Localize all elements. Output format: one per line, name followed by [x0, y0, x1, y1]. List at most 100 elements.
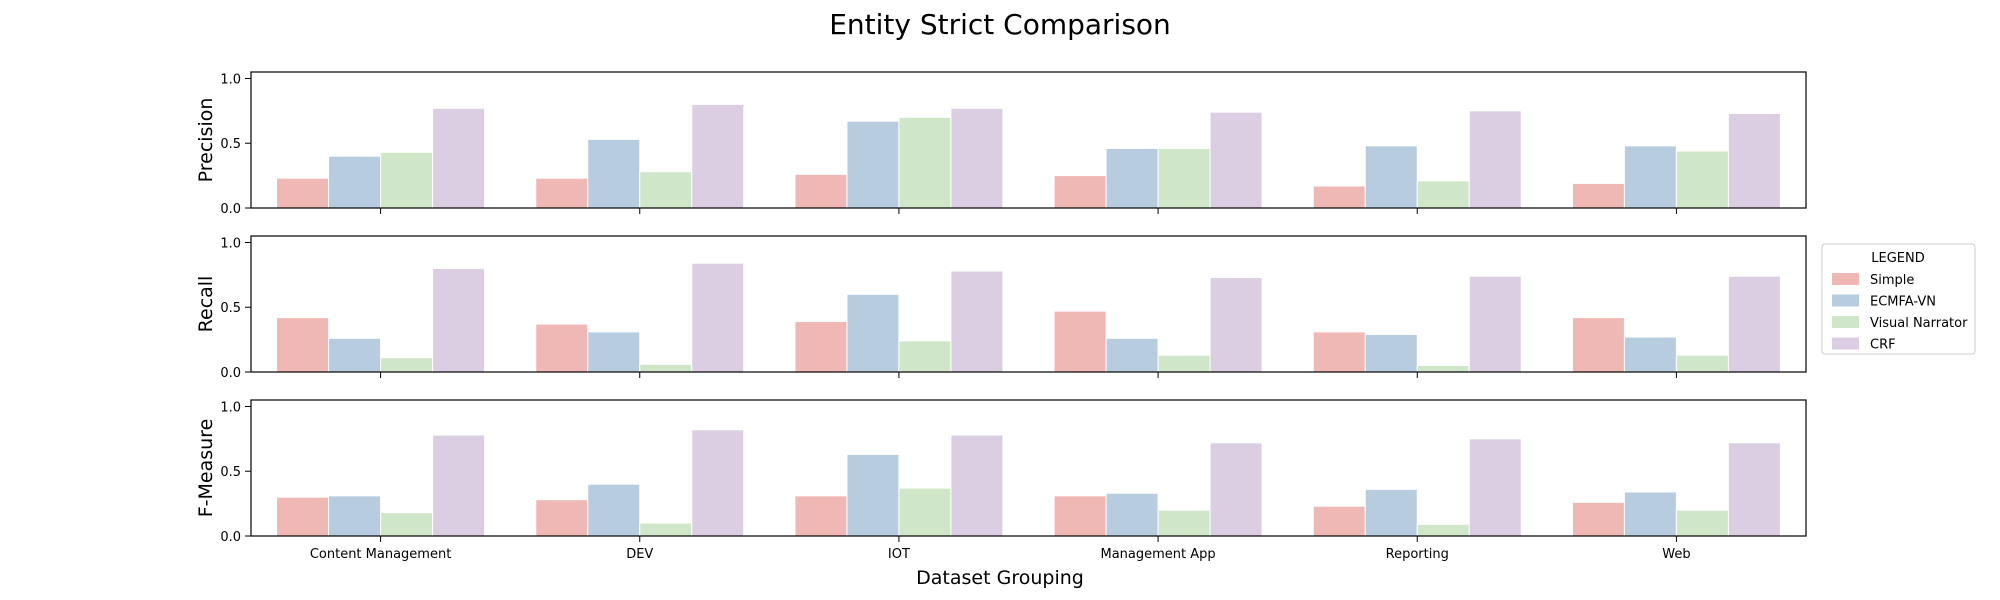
bar-ecmfa-vn-2	[846, 453, 900, 537]
y-axis-label: Recall	[195, 276, 217, 333]
bar-ecmfa-vn-5	[1623, 491, 1677, 537]
legend-swatch	[1832, 337, 1859, 350]
bar-simple-0	[276, 317, 330, 373]
bar-visual-narrator-0	[380, 151, 434, 209]
y-axis-label: Precision	[195, 98, 217, 183]
bar-ecmfa-vn-1	[587, 331, 641, 373]
legend-items: Simple ECMFA-VN Visual Narrator CRF	[1832, 273, 1968, 353]
bar-ecmfa-vn-0	[328, 495, 382, 537]
panel-frame	[250, 235, 1807, 373]
y-tick-label: 1.0	[220, 400, 241, 415]
bar-ecmfa-vn-0	[328, 155, 382, 209]
bar-visual-narrator-4	[1416, 180, 1470, 209]
bar-simple-4	[1312, 505, 1366, 537]
legend-frame	[1821, 243, 1976, 355]
x-tick-label: IOT	[888, 547, 910, 562]
bar-visual-narrator-4	[1416, 523, 1470, 537]
panel-frame	[250, 71, 1807, 209]
bar-ecmfa-vn-1	[587, 138, 641, 209]
bar-visual-narrator-5	[1675, 509, 1729, 537]
bar-simple-3	[1053, 175, 1107, 209]
bar-visual-narrator-2	[898, 340, 952, 373]
bar-visual-narrator-3	[1157, 147, 1211, 209]
y-tick-label: 0.5	[220, 465, 241, 480]
bar-ecmfa-vn-0	[328, 337, 382, 373]
bar-simple-2	[794, 173, 848, 209]
bar-visual-narrator-4	[1416, 365, 1470, 373]
x-axis-label: Dataset Grouping	[916, 567, 1084, 589]
bar-crf-2	[950, 270, 1004, 373]
bar-crf-3	[1209, 276, 1263, 373]
bar-crf-0	[432, 434, 486, 537]
panel-recall: 0.0 0.5 1.0 Recall	[195, 235, 1807, 381]
bar-crf-2	[950, 434, 1004, 537]
bar-crf-2	[950, 107, 1004, 209]
legend-label: ECMFA-VN	[1870, 295, 1936, 310]
bar-visual-narrator-5	[1675, 150, 1729, 209]
y-tick-label: 1.0	[220, 236, 241, 251]
panel-frame	[250, 399, 1807, 537]
bar-crf-1	[691, 103, 745, 209]
bar-simple-2	[794, 320, 848, 373]
legend-label: CRF	[1870, 338, 1896, 353]
bar-crf-3	[1209, 442, 1263, 537]
bar-ecmfa-vn-5	[1623, 336, 1677, 373]
bar-crf-5	[1727, 275, 1781, 373]
bar-visual-narrator-5	[1675, 354, 1729, 373]
bar-simple-5	[1571, 182, 1625, 209]
legend-title: LEGEND	[1871, 251, 1924, 266]
legend-swatch	[1832, 273, 1859, 285]
bar-ecmfa-vn-3	[1105, 337, 1159, 373]
chart-panels: 0.00.51.0Precision0.00.51.0Recall0.00.51…	[195, 71, 1807, 562]
bar-visual-narrator-2	[898, 487, 952, 537]
bar-ecmfa-vn-3	[1105, 147, 1159, 209]
bar-simple-0	[276, 177, 330, 209]
bar-crf-3	[1209, 111, 1263, 209]
bar-ecmfa-vn-4	[1364, 145, 1418, 209]
bar-simple-2	[794, 495, 848, 537]
bar-simple-5	[1571, 317, 1625, 373]
legend-swatch	[1832, 294, 1859, 307]
legend-label: Simple	[1870, 273, 1914, 288]
bar-simple-3	[1053, 310, 1107, 373]
bar-simple-1	[535, 177, 589, 209]
bar-ecmfa-vn-2	[846, 293, 900, 373]
bar-crf-5	[1727, 112, 1781, 209]
y-tick-label: 0.0	[220, 366, 241, 381]
legend-label: Visual Narrator	[1870, 316, 1968, 331]
bar-visual-narrator-3	[1157, 354, 1211, 373]
x-tick-label: Management App	[1100, 547, 1215, 562]
panel-f-measure: 0.0 0.5 1.0F-Measure Content Management DEV I…	[195, 399, 1807, 562]
bar-crf-4	[1468, 438, 1522, 537]
bar-crf-4	[1468, 110, 1522, 209]
bar-ecmfa-vn-3	[1105, 492, 1159, 537]
bar-simple-4	[1312, 331, 1366, 373]
legend: LEGEND Simple ECMFA-VN Visual Narrator CRF	[1821, 243, 1976, 355]
bar-simple-4	[1312, 185, 1366, 209]
bar-ecmfa-vn-4	[1364, 333, 1418, 373]
bar-simple-3	[1053, 495, 1107, 537]
x-tick-label: Content Management	[310, 547, 451, 562]
chart-title: Entity Strict Comparison	[829, 8, 1171, 41]
bar-simple-1	[535, 499, 589, 537]
bar-crf-1	[691, 262, 745, 373]
y-axis-label: F-Measure	[195, 419, 217, 518]
bar-ecmfa-vn-1	[587, 483, 641, 537]
x-tick-label: DEV	[626, 547, 653, 562]
bar-ecmfa-vn-4	[1364, 488, 1418, 537]
bar-ecmfa-vn-5	[1623, 145, 1677, 209]
bar-crf-0	[432, 267, 486, 373]
bar-visual-narrator-1	[639, 522, 693, 537]
y-tick-label: 0.0	[220, 530, 241, 545]
bar-crf-4	[1468, 275, 1522, 373]
bar-visual-narrator-0	[380, 512, 434, 537]
y-tick-label: 0.5	[220, 301, 241, 316]
bar-simple-0	[276, 496, 330, 537]
bar-crf-1	[691, 429, 745, 537]
bar-simple-5	[1571, 501, 1625, 537]
y-tick-label: 0.0	[220, 202, 241, 217]
bar-visual-narrator-2	[898, 116, 952, 209]
bar-visual-narrator-1	[639, 171, 693, 209]
